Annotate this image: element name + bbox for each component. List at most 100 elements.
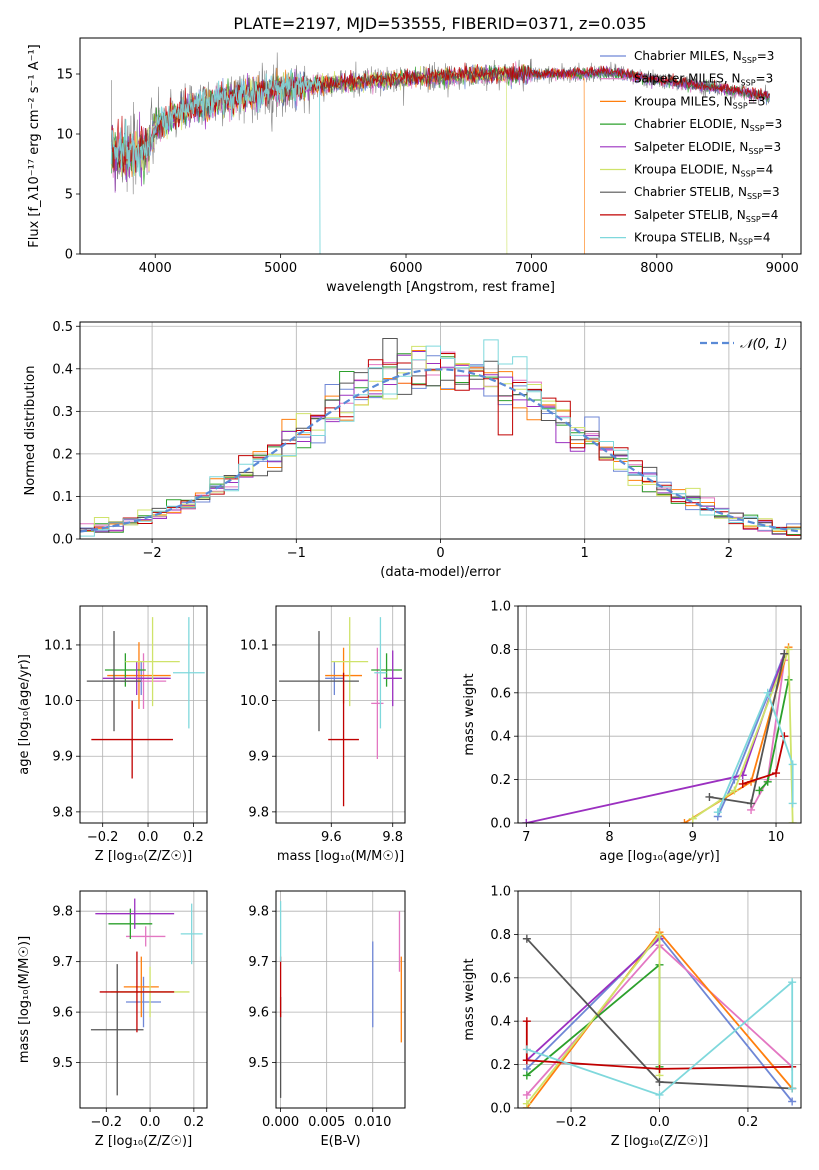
mass-weight-line: [692, 649, 794, 823]
histogram-steps: [80, 353, 801, 536]
mass-weight-marker: [755, 786, 764, 795]
mass-weight-marker: [705, 792, 714, 801]
y-tick-label: 10.1: [240, 638, 269, 653]
y-tick-label: 0.2: [490, 773, 511, 788]
legend-entry-tail: =3: [756, 72, 774, 86]
y-tick-label: 0.2: [52, 447, 73, 462]
legend-entry: Salpeter ELODIE, NSSP=3: [634, 140, 781, 156]
y-tick-label: 10: [56, 128, 73, 143]
y-tick-label: 0.8: [490, 928, 511, 943]
mass-vs-extinction-panel: 0.000 0.005 0.010 9.5 9.6 9.7 9.8 E(B-V): [248, 890, 406, 1149]
x-tick-label: 2: [725, 546, 733, 561]
mass-weight-line: [716, 690, 794, 813]
axes-frame: [79, 890, 208, 1109]
legend-entry: 𝒩(0, 1): [740, 337, 787, 352]
normal-curve: [80, 368, 801, 533]
legend-entry-tail: =3: [763, 140, 781, 154]
x-tick-label: 10: [768, 830, 785, 845]
mass-weight-marker: [738, 779, 747, 788]
y-axis-label: mass [log₁₀(M/M☉)]: [17, 936, 32, 1063]
x-tick-label: −1: [287, 546, 306, 561]
y-tick-label: 0.2: [490, 1058, 511, 1073]
y-tick-label: 0.6: [490, 686, 511, 701]
mass-weight-vs-age-panel: 7 8 9 10 0.0 0.2 0.4 0.6 0.8 1.0 age [log₁₀(age/yr…: [462, 600, 802, 864]
mass-weight-marker: [522, 1056, 531, 1065]
legend-subscript: SSP: [746, 215, 761, 224]
legend-entry: Salpeter MILES, NSSP=3: [634, 72, 773, 88]
x-tick-label: 7: [522, 830, 530, 845]
legend-entry-tail: =3: [762, 185, 780, 199]
axes-frame: [79, 605, 208, 824]
y-tick-label: 0.4: [52, 362, 73, 377]
y-tick-label: 10.0: [240, 694, 269, 709]
y-tick-label: 9.6: [248, 1006, 269, 1021]
legend-entry-tail: =3: [757, 49, 775, 63]
mass-weight-line: [525, 1021, 793, 1070]
legend-subscript: SSP: [741, 170, 756, 179]
x-tick-label: −0.2: [555, 1115, 587, 1130]
y-tick-label: 1.0: [490, 885, 511, 900]
mass-weight-marker: [772, 769, 781, 778]
plot-area: [279, 617, 402, 807]
mass-weight-marker: [522, 1017, 531, 1026]
spectrum-panel: 4000 5000 6000 7000 8000 9000 0 5 10 15 wavelength…: [27, 37, 802, 295]
y-tick-label: 15: [56, 68, 73, 83]
mass-weight-marker: [784, 645, 793, 654]
y-tick-label: 9.8: [248, 905, 269, 920]
y-axis-label: age [log₁₀(age/yr)]: [17, 654, 32, 775]
legend-subscript: SSP: [742, 56, 757, 65]
y-tick-label: 9.8: [248, 805, 269, 820]
axes-frame: [79, 321, 802, 540]
x-tick-label: 9.6: [321, 830, 342, 845]
legend-entry: Kroupa STELIB, NSSP=4: [634, 231, 771, 247]
mass-weight-marker: [713, 808, 722, 817]
y-tick-label: 9.7: [52, 955, 73, 970]
legend-subscript: SSP: [738, 238, 753, 247]
axes-frame: [275, 890, 406, 1109]
mass-weight-marker: [522, 1099, 531, 1108]
x-tick-label: 6000: [389, 261, 422, 276]
histogram-steps: [80, 338, 801, 535]
y-axis-label: mass weight: [462, 958, 477, 1040]
mass-weight-marker: [680, 819, 689, 823]
mass-weight-marker: [730, 786, 739, 795]
y-axis-label: mass weight: [462, 673, 477, 755]
x-tick-label: 1: [581, 546, 589, 561]
legend-entry: Salpeter STELIB, NSSP=4: [634, 208, 778, 224]
legend-subscript: SSP: [733, 101, 748, 110]
mass-weight-marker: [522, 1045, 531, 1054]
mass-weight-marker: [788, 978, 797, 987]
plot-area: [86, 617, 205, 779]
y-axis-label: Normed distribution: [23, 366, 38, 496]
mass-weight-marker: [763, 688, 772, 697]
x-axis-label: wavelength [Angstrom, rest frame]: [326, 280, 555, 295]
histogram-steps: [80, 350, 801, 532]
x-tick-label: 4000: [139, 261, 172, 276]
legend-subscript: SSP: [750, 124, 765, 133]
mass-weight-marker: [655, 1077, 664, 1086]
y-tick-label: 10.1: [44, 638, 73, 653]
x-tick-label: 0.0: [140, 1115, 161, 1130]
x-tick-label: 0.005: [308, 1115, 345, 1130]
x-tick-label: 7000: [515, 261, 548, 276]
x-tick-label: 0.010: [354, 1115, 391, 1130]
mass-weight-line: [526, 653, 786, 823]
mass-weight-marker: [763, 777, 772, 786]
y-tick-label: 1.0: [490, 600, 511, 615]
plot-area: [522, 928, 797, 1108]
y-tick-label: 10.0: [44, 694, 73, 709]
legend-entry: Kroupa ELODIE, NSSP=4: [634, 163, 773, 179]
axes-frame: [79, 37, 802, 255]
plot-area: [90, 898, 203, 1096]
y-tick-label: 9.9: [52, 750, 73, 765]
legend-entry-tail: =4: [753, 231, 771, 245]
x-tick-label: 8000: [640, 261, 673, 276]
mass-weight-marker: [655, 1064, 664, 1073]
mass-weight-marker: [747, 799, 756, 808]
y-tick-label: 5: [65, 188, 73, 203]
y-tick-label: 0.1: [52, 490, 73, 505]
y-tick-label: 9.8: [52, 805, 73, 820]
axes-frame: [517, 605, 802, 824]
histogram-steps: [80, 339, 801, 537]
